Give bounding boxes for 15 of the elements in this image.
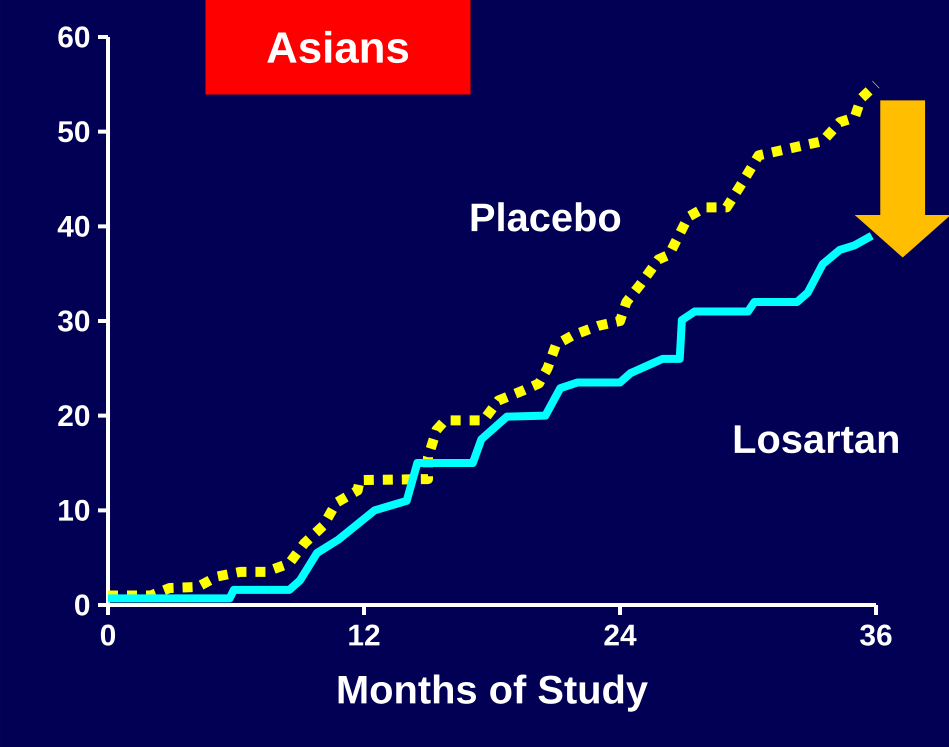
y-tick-label: 10 (59, 500, 90, 521)
series-label: Placebo (472, 202, 620, 232)
chart-title: Asians (267, 30, 408, 64)
x-tick-label: 0 (100, 624, 116, 646)
y-tick-label: 30 (58, 310, 90, 332)
x-axis-title: Months of Study (338, 674, 648, 712)
y-tick-label: 40 (58, 216, 90, 237)
text: Losartan (734, 425, 898, 454)
y-tick-label: 50 (58, 121, 90, 142)
x-tick-label: 24 (604, 624, 636, 646)
y-tick-label: 20 (58, 405, 90, 426)
y-tick-label: 60 (58, 26, 90, 48)
x-tick-label: 12 (349, 624, 380, 646)
y-tick-label: 0 (75, 594, 90, 616)
x-tick-label: 36 (860, 624, 892, 646)
